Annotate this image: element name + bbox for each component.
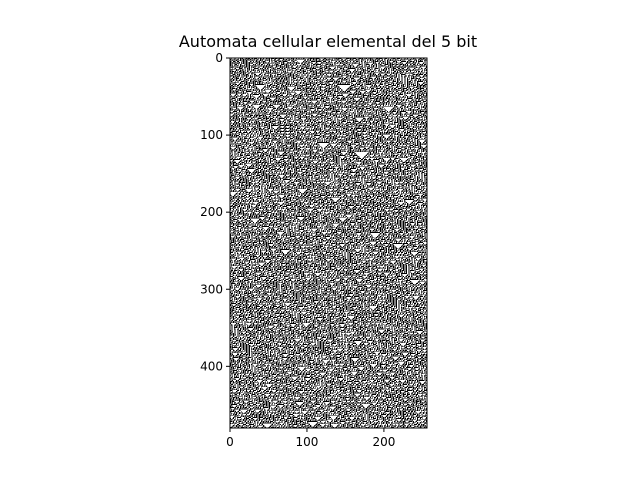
x-tick-label: 0 bbox=[226, 435, 234, 449]
y-tick-label: 200 bbox=[200, 205, 223, 219]
automaton-cells bbox=[230, 58, 427, 428]
x-axis: 0 100 200 bbox=[226, 428, 395, 449]
x-tick-label: 200 bbox=[372, 435, 395, 449]
automaton-image bbox=[230, 58, 427, 428]
plot-frame bbox=[229, 57, 428, 429]
y-tick-label: 300 bbox=[200, 282, 223, 296]
y-tick-label: 100 bbox=[200, 128, 223, 142]
y-tick-label: 0 bbox=[215, 51, 223, 65]
y-tick-label: 400 bbox=[200, 359, 223, 373]
chart-title: Automata cellular elemental del 5 bit bbox=[178, 32, 478, 51]
y-axis: 0 100 200 300 400 bbox=[200, 51, 230, 373]
x-tick-label: 100 bbox=[296, 435, 319, 449]
